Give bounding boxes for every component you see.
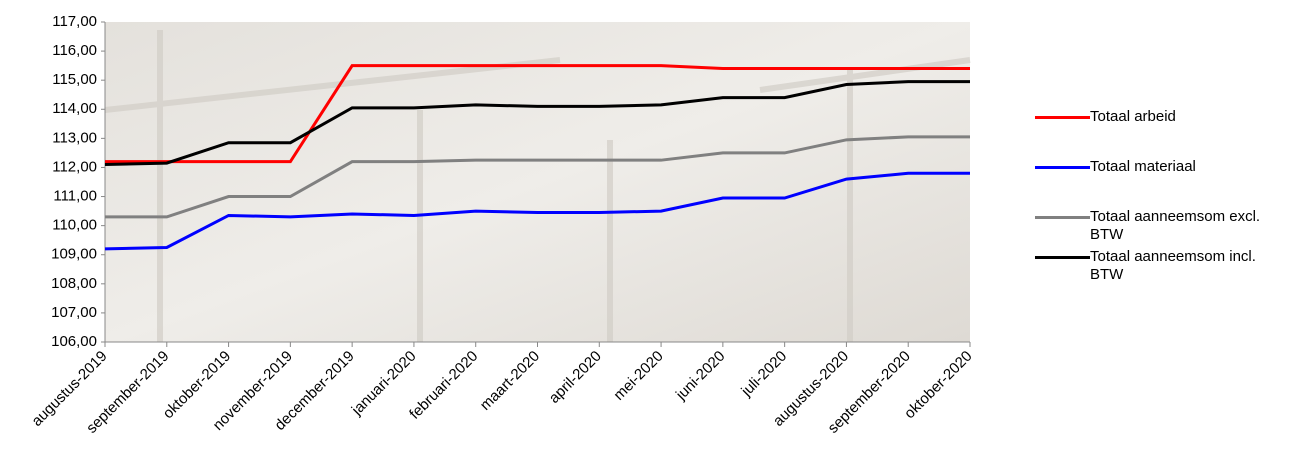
- legend-label: Totaal arbeid: [1090, 108, 1176, 125]
- y-tick-label: 109,00: [51, 246, 97, 263]
- y-tick-label: 113,00: [52, 129, 97, 146]
- series-line: [105, 135, 970, 219]
- x-tick-label: mei-2020: [610, 348, 666, 404]
- x-tick-label: maart-2020: [477, 348, 543, 414]
- legend-label: Totaal aanneemsom excl. BTW: [1090, 208, 1261, 243]
- series-line: [104, 171, 970, 251]
- legend-swatch: [1035, 166, 1090, 169]
- legend-item: Totaal materiaal: [1035, 158, 1270, 176]
- x-tick-label: juli-2020: [737, 348, 790, 401]
- plot-background: [105, 22, 970, 342]
- y-tick-label: 111,00: [53, 188, 97, 205]
- y-tick-label: 117,00: [52, 13, 97, 30]
- legend-label: Totaal materiaal: [1090, 158, 1196, 175]
- legend-swatch: [1035, 256, 1090, 259]
- y-tick-label: 115,00: [52, 71, 97, 88]
- y-tick-label: 108,00: [51, 275, 97, 292]
- y-tick-label: 112,00: [52, 158, 97, 175]
- legend-item: Totaal arbeid: [1035, 108, 1270, 126]
- series-line: [105, 64, 970, 164]
- chart: 106,00 107,00 108,00 109,00 110,00 111,00 112,…: [28, 13, 975, 437]
- legend-item: Totaal aanneemsom excl. BTW: [1035, 208, 1270, 244]
- legend-swatch: [1035, 216, 1090, 219]
- y-tick-label: 116,00: [52, 42, 97, 59]
- x-tick-label: april-2020: [546, 348, 605, 407]
- series-line: [104, 80, 970, 167]
- legend-label: Totaal aanneemsom incl. BTW: [1090, 248, 1256, 283]
- legend-swatch: [1035, 116, 1090, 119]
- y-tick-label: 114,00: [52, 100, 97, 117]
- y-tick-label: 110,00: [52, 217, 97, 234]
- x-tick-label: juni-2020: [672, 348, 728, 404]
- y-tick-label: 107,00: [51, 304, 97, 321]
- background-decoration: [104, 30, 971, 342]
- legend-item: Totaal aanneemsom incl. BTW: [1035, 248, 1270, 284]
- y-tick-label: 106,00: [51, 333, 97, 350]
